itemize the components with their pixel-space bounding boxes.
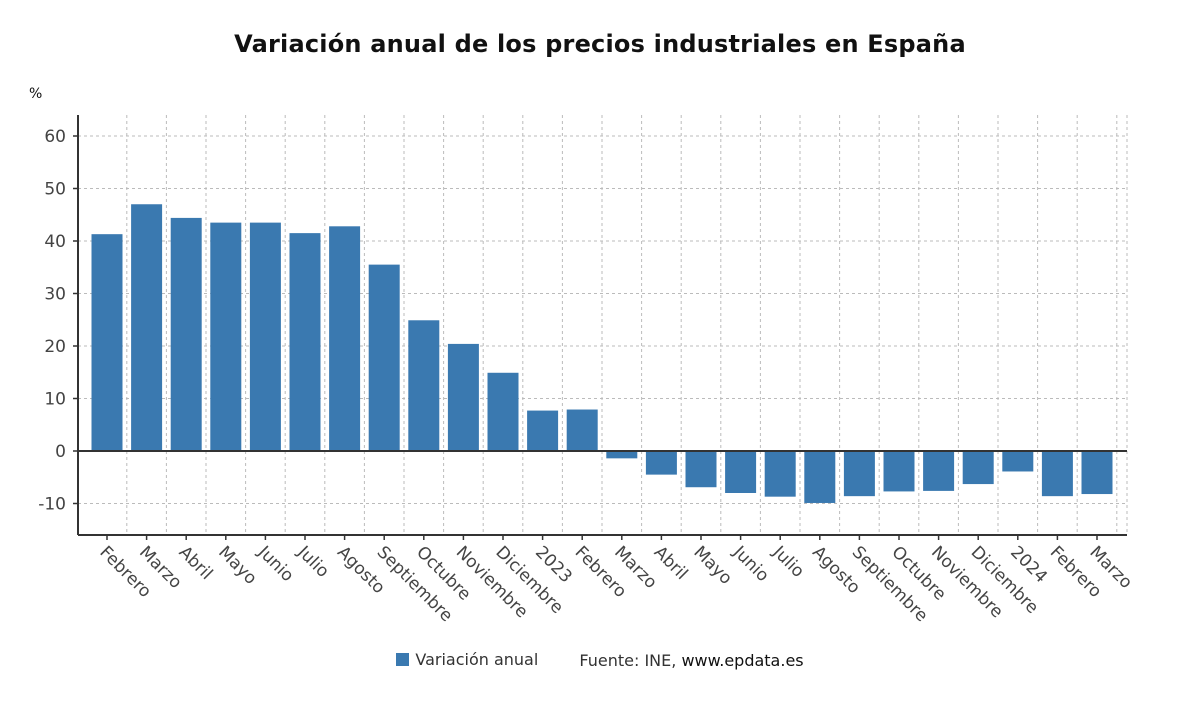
bar [883, 451, 915, 492]
bar [1081, 451, 1113, 495]
axes [73, 115, 1127, 540]
x-tick-label: Mayo [689, 542, 735, 588]
y-tick-label: 50 [44, 180, 66, 200]
y-tick-labels: -10 0 10 20 30 40 50 60 [38, 127, 66, 515]
source-text: Fuente: INE, [579, 651, 677, 670]
x-tick-label: Julio [293, 542, 333, 582]
bar [289, 233, 321, 451]
y-tick-label: -10 [38, 495, 66, 515]
bar [764, 451, 796, 497]
bar [804, 451, 836, 503]
source-site: www.epdata.es [681, 651, 804, 670]
bar [487, 372, 519, 451]
y-tick-label: 60 [44, 127, 66, 147]
bar [962, 451, 994, 485]
y-tick-label: 20 [44, 337, 66, 357]
legend-item: Variación anual [396, 650, 538, 669]
bar [210, 222, 242, 451]
bar [1002, 451, 1034, 472]
source-note: Fuente: INE, www.epdata.es [579, 651, 803, 670]
y-tick-label: 0 [55, 442, 66, 462]
bar [131, 204, 163, 451]
chart-title: Variación anual de los precios industria… [234, 30, 966, 58]
y-tick-label: 30 [44, 285, 66, 305]
bar [843, 451, 875, 497]
y-axis-unit-label: % [29, 86, 43, 102]
bar [685, 451, 717, 488]
legend-label: Variación anual [415, 650, 539, 669]
legend: Variación anual Fuente: INE, www.epdata.… [0, 650, 1200, 670]
y-tick-label: 10 [44, 390, 66, 410]
x-tick-label: Mayo [214, 542, 260, 588]
x-tick-label: Julio [768, 542, 808, 582]
bar [527, 410, 559, 451]
bar [249, 222, 281, 451]
bar [447, 343, 479, 451]
bar [408, 320, 440, 451]
bar [91, 234, 123, 451]
bar-chart: -10 0 10 20 30 40 50 60 FebreroMarzoAbrilMayoJu… [38, 115, 1136, 626]
bar [329, 226, 361, 451]
bars [91, 204, 1113, 503]
bar [606, 451, 638, 459]
x-tick-label: Junio [253, 542, 297, 586]
bar [645, 451, 677, 475]
y-tick-label: 40 [44, 232, 66, 252]
bar [725, 451, 757, 493]
legend-swatch [396, 653, 410, 666]
bar [566, 409, 598, 451]
bar [923, 451, 955, 491]
bar [1041, 451, 1073, 497]
bar [170, 217, 202, 451]
bar [368, 264, 400, 451]
x-tick-label: Junio [728, 542, 772, 586]
